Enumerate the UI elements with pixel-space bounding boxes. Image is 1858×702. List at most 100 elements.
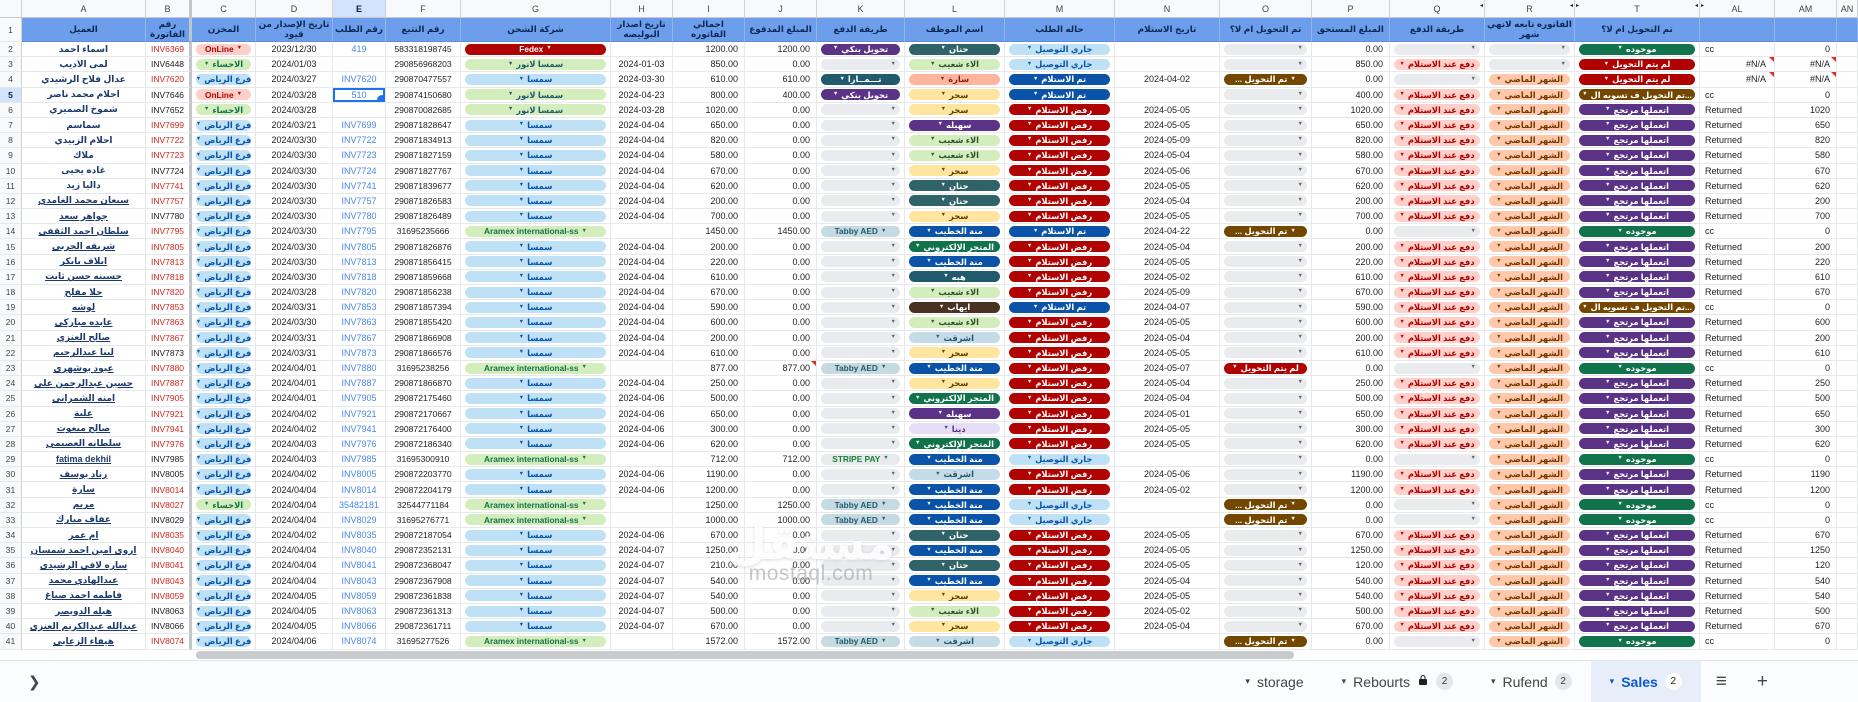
cell[interactable]: INV7724 <box>333 163 386 179</box>
cell[interactable]: سارة <box>22 482 146 498</box>
dropdown-chip[interactable]: ▼ سمسا <box>465 559 606 571</box>
cell[interactable]: 590.00 <box>1312 300 1390 316</box>
cell[interactable]: 500 <box>1775 603 1837 620</box>
dropdown-chip-empty[interactable]: ▼ <box>1394 362 1480 374</box>
cell[interactable]: ▼ <box>817 193 905 210</box>
cell[interactable]: 0.00 <box>1312 452 1390 468</box>
dropdown-chip[interactable]: ▼ سمسا لانور <box>465 89 606 101</box>
row-number[interactable]: 3 <box>0 57 22 73</box>
cell[interactable]: ▼ حنان <box>905 178 1005 194</box>
cell[interactable]: 2024/03/31 <box>256 345 333 361</box>
row-number[interactable]: 26 <box>0 406 22 422</box>
dropdown-chip[interactable]: ▼ سمسا <box>465 301 606 313</box>
cell[interactable]: ▼ سحر <box>905 87 1005 103</box>
dropdown-chip[interactable]: ▼ حنان <box>909 180 1000 192</box>
dropdown-chip[interactable]: ▼ رفض الاستلام <box>1009 620 1110 632</box>
dropdown-chip[interactable]: ▼ سمسا <box>465 316 606 328</box>
dropdown-chip[interactable]: ▼ رفض الاستلام <box>1009 590 1110 602</box>
cell[interactable] <box>1115 497 1220 513</box>
dropdown-chip[interactable]: ▼ رفض الاستلام <box>1009 347 1110 359</box>
dropdown-chip[interactable]: ▼ اتعملها مرتجع <box>1579 408 1695 420</box>
cell[interactable]: ▼ <box>1220 87 1312 103</box>
cell[interactable]: ▼ <box>1220 133 1312 149</box>
cell[interactable]: 670.00 <box>1312 619 1390 635</box>
cell[interactable]: ▼ منة الخطيب <box>905 573 1005 589</box>
dropdown-chip[interactable]: ▼ تم الاستلام <box>1009 225 1110 237</box>
cell[interactable]: ▼ جاري التوصيل <box>1005 512 1115 528</box>
dropdown-chip[interactable]: ▼ دفع عند الاستلام <box>1394 180 1480 192</box>
cell[interactable]: ▼ رفض الاستلام <box>1005 345 1115 361</box>
cell[interactable]: ▼ الشهر الماضي <box>1485 558 1575 574</box>
cell[interactable]: 2024-04-07 <box>611 619 673 635</box>
cell[interactable]: 670.00 <box>1312 285 1390 301</box>
cell[interactable]: امنه الشمراني <box>22 391 146 407</box>
column-letter-Q[interactable]: Q ◂ <box>1390 0 1485 18</box>
dropdown-chip-empty[interactable]: ▼ <box>1224 559 1307 571</box>
cell[interactable]: ▼ اتعملها مرتجع <box>1575 345 1700 361</box>
cell[interactable]: 2024-05-05 <box>1115 102 1220 118</box>
cell[interactable]: 1200.00 <box>1312 482 1390 498</box>
row-number[interactable]: 7 <box>0 117 22 134</box>
row-number[interactable]: 34 <box>0 528 22 544</box>
cell[interactable]: INV7853 <box>146 300 192 316</box>
cell[interactable]: ملاك <box>22 148 146 164</box>
cell[interactable]: ▼ دفع عند الاستلام <box>1390 87 1485 103</box>
dropdown-chip[interactable]: Aramex international-ss ▼ <box>465 499 606 511</box>
cell[interactable]: 200.00 <box>1312 239 1390 255</box>
cell[interactable]: 700.00 <box>673 209 745 225</box>
row-number[interactable]: 36 <box>0 558 22 574</box>
dropdown-chip[interactable]: ▼ منة الخطيب <box>909 453 1000 465</box>
column-group-expand-icon[interactable]: ▸ <box>1576 3 1580 9</box>
cell[interactable]: 500 <box>1775 391 1837 407</box>
dropdown-chip[interactable]: ▼ دفع عند الاستلام <box>1394 286 1480 298</box>
cell[interactable]: 0.00 <box>1312 497 1390 513</box>
order-number-link[interactable]: INV7795 <box>341 226 377 237</box>
dropdown-chip-empty[interactable]: ▼ <box>1224 423 1307 435</box>
cell[interactable]: 877.00 <box>673 360 745 377</box>
order-number-link[interactable]: INV7722 <box>341 135 377 146</box>
cell[interactable]: 2024-05-02 <box>1115 603 1220 620</box>
cell[interactable]: 2024-04-06 <box>611 391 673 407</box>
cell[interactable]: INV8041 <box>146 558 192 574</box>
dropdown-chip[interactable]: ▼ فرع الرياض <box>196 210 251 222</box>
cell[interactable]: 290872203770 <box>386 467 461 483</box>
cell[interactable]: ▼ اتعملها مرتجع <box>1575 376 1700 392</box>
dropdown-chip[interactable]: ▼ رفض الاستلام <box>1009 484 1110 496</box>
cell[interactable]: 2024-05-04 <box>1115 573 1220 589</box>
cell[interactable]: INV8005 <box>333 467 386 483</box>
cell[interactable]: 0.00 <box>745 619 817 635</box>
cell[interactable]: ▼ <box>1220 603 1312 620</box>
cell[interactable]: ▼ جاري التوصيل <box>1005 452 1115 468</box>
cell[interactable]: 0.00 <box>745 376 817 392</box>
cell[interactable]: ▼ المتجر الإلكتروني <box>905 436 1005 453</box>
cell[interactable]: ايلاف بابكر <box>22 254 146 270</box>
cell[interactable] <box>611 512 673 528</box>
dropdown-chip-empty[interactable]: ▼ <box>821 58 900 70</box>
cell[interactable]: 2024/04/01 <box>256 360 333 377</box>
dropdown-chip[interactable]: ▼ فرع الرياض <box>196 119 251 131</box>
dropdown-chip-empty[interactable]: ▼ <box>1224 575 1307 587</box>
cell[interactable]: ▼ دفع عند الاستلام <box>1390 163 1485 179</box>
cell[interactable]: ▼ <box>1220 42 1312 58</box>
cell[interactable]: ▼ هبه <box>905 269 1005 285</box>
cell[interactable]: 650.00 <box>1312 406 1390 422</box>
cell[interactable]: ▼ فرع الرياض <box>192 634 256 650</box>
cell[interactable]: ▼ الشهر الماضي <box>1485 512 1575 528</box>
cell[interactable]: 200 <box>1775 239 1837 255</box>
cell[interactable]: 290872187054 <box>386 528 461 544</box>
cell[interactable]: ▼ <box>1220 619 1312 635</box>
cell[interactable]: لمى الاديب <box>22 57 146 73</box>
row-number[interactable]: 8 <box>0 133 22 149</box>
dropdown-chip[interactable]: ▼ سحر <box>909 104 1000 116</box>
cell[interactable]: 2024-04-04 <box>611 376 673 392</box>
cell[interactable]: ▼ رفض الاستلام <box>1005 163 1115 179</box>
cell[interactable]: 0.00 <box>745 406 817 422</box>
cell[interactable]: 2024-05-07 <box>1115 360 1220 377</box>
cell[interactable] <box>1837 193 1858 210</box>
cell[interactable]: ام عمر <box>22 528 146 544</box>
dropdown-chip[interactable]: ▼ منة الخطيب <box>909 362 1000 374</box>
cell[interactable] <box>1837 224 1858 240</box>
cell[interactable]: cc <box>1700 224 1775 240</box>
dropdown-chip[interactable]: ▼ اتعملها مرتجع <box>1579 104 1695 116</box>
cell[interactable]: ▼ سمسا <box>461 117 611 134</box>
